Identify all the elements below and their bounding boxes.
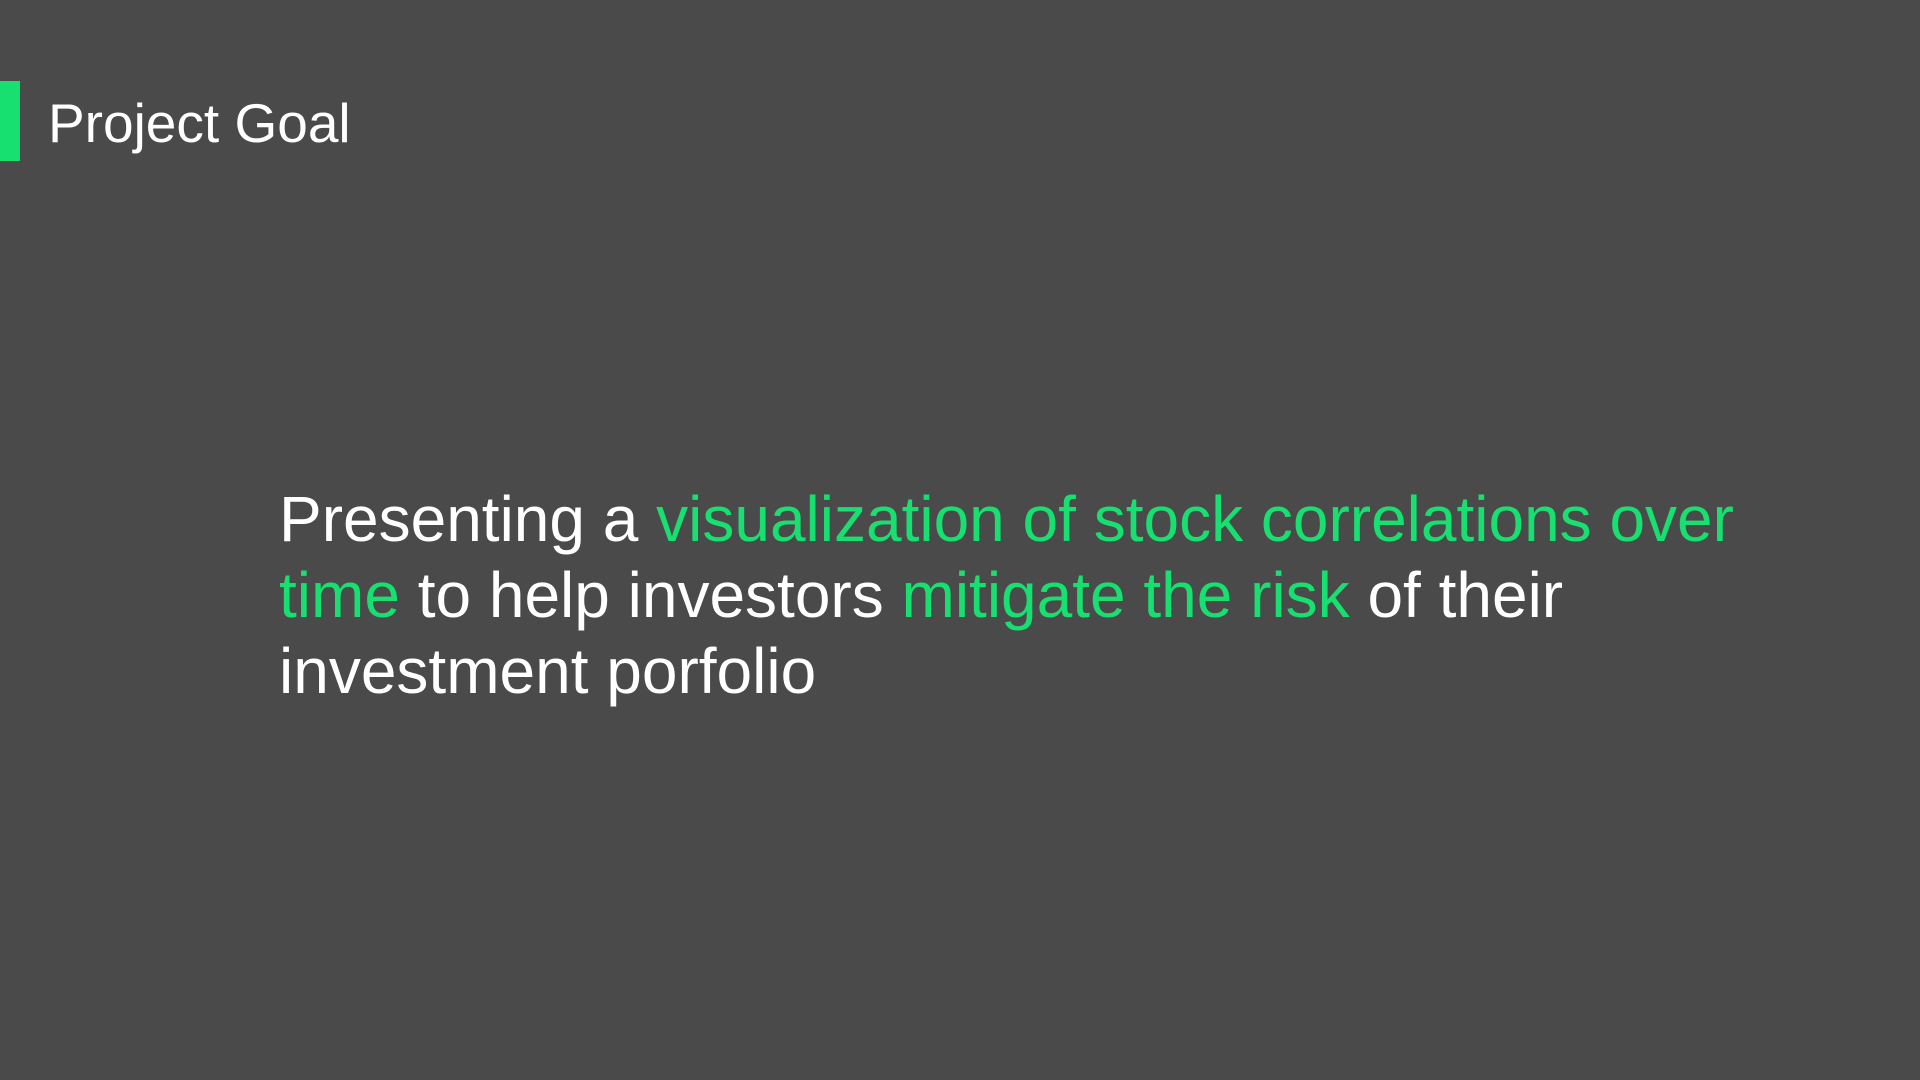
statement-text-1: Presenting a	[279, 483, 657, 555]
goal-statement: Presenting a visualization of stock corr…	[279, 481, 1759, 709]
statement-text-2: to help investors	[399, 559, 902, 631]
title-accent-bar	[0, 81, 20, 161]
slide-title: Project Goal	[48, 92, 351, 154]
statement-highlight-risk: mitigate the risk	[901, 559, 1350, 631]
statement-highlight-visualization: visualization of stock correlations over…	[279, 483, 1734, 631]
statement-text-3: of their investment porfolio	[279, 559, 1564, 707]
